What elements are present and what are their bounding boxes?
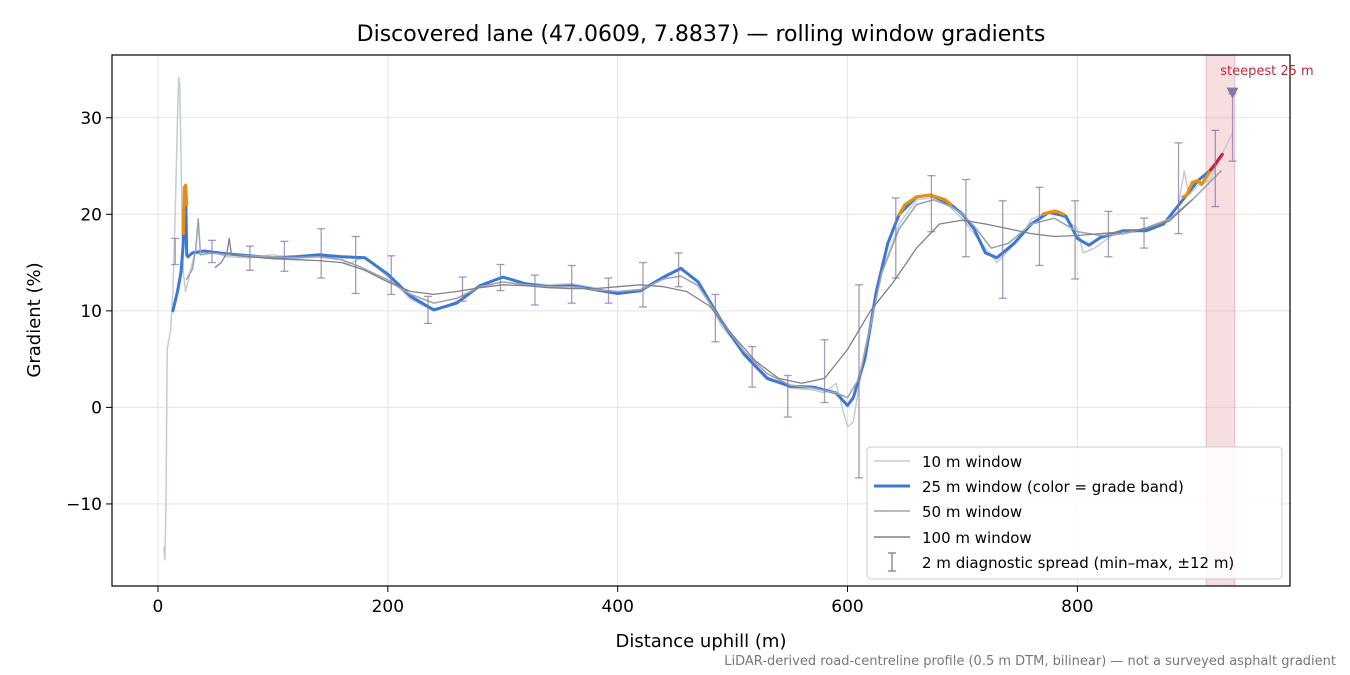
legend-label-10m: 10 m window — [922, 453, 1022, 471]
grade-band-segment-steep — [1041, 209, 1066, 216]
error-bar — [567, 264, 576, 304]
error-bar — [424, 295, 433, 325]
legend-label-50m: 50 m window — [922, 503, 1022, 521]
error-bar — [604, 277, 613, 304]
x-tick-label: 800 — [1061, 597, 1093, 617]
error-bar — [351, 235, 360, 295]
error-bar — [998, 200, 1007, 299]
error-bar — [280, 240, 289, 272]
x-tick-label: 600 — [831, 597, 863, 617]
grid — [112, 55, 1290, 586]
error-bar — [496, 263, 505, 292]
error-bar — [674, 252, 683, 288]
y-tick-label: 20 — [80, 205, 102, 225]
error-bar — [638, 261, 647, 308]
error-bar — [1071, 200, 1080, 280]
x-tick-label: 200 — [372, 597, 404, 617]
error-bar — [1174, 142, 1183, 235]
error-bar — [245, 245, 254, 271]
error-bar — [458, 276, 467, 302]
grade-band-segment-steep — [181, 183, 189, 236]
chart-title: Discovered lane (47.0609, 7.8837) — roll… — [357, 22, 1046, 47]
legend-box — [866, 446, 1283, 580]
error-bar — [855, 284, 864, 479]
axis-ticks: 0 200 400 600 800 −10 0 10 20 30 — [66, 109, 1094, 617]
grade-band-segment-steep — [897, 193, 953, 216]
legend-label-25m: 25 m window (color = grade band) — [922, 478, 1184, 496]
error-bar — [711, 293, 720, 343]
series-line-50m — [185, 170, 1222, 399]
error-bar — [891, 197, 900, 279]
legend-label-errorbar: 2 m diagnostic spread (min–max, ±12 m) — [922, 554, 1234, 572]
error-bars-layer — [171, 92, 1237, 479]
error-bar — [1035, 186, 1044, 267]
plot-area-frame — [111, 54, 1291, 587]
legend: 10 m window 25 m window (color = grade b… — [866, 446, 1283, 580]
x-tick-label: 400 — [601, 597, 633, 617]
error-bar — [207, 239, 216, 264]
error-bar — [171, 237, 180, 266]
error-bar — [1211, 129, 1220, 208]
grade-band-layer — [181, 152, 1224, 236]
legend-label-100m: 100 m window — [922, 529, 1032, 547]
error-bar — [820, 339, 829, 404]
y-tick-label: 30 — [80, 109, 102, 129]
y-axis-label: Gradient (%) — [24, 262, 45, 377]
grade-band-segment-steep — [1181, 168, 1213, 199]
steepest-annotation: steepest 25 m — [1220, 64, 1313, 79]
error-bar — [1140, 217, 1149, 249]
error-bar — [387, 255, 396, 296]
legend-swatch-errorbar — [888, 552, 896, 572]
error-bar — [783, 374, 792, 418]
y-tick-label: 10 — [80, 302, 102, 322]
y-tick-label: 0 — [91, 398, 102, 418]
x-tick-label: 0 — [153, 597, 164, 617]
error-bar — [927, 175, 936, 233]
steepest-marker-layer — [1226, 87, 1239, 99]
series-line-100m — [214, 199, 1193, 384]
error-bar — [530, 274, 539, 306]
error-bar — [1104, 210, 1113, 258]
series-line-25m — [171, 152, 1224, 407]
footnote: LiDAR-derived road-centreline profile (0… — [724, 654, 1336, 669]
x-axis-label: Distance uphill (m) — [616, 631, 787, 652]
error-bar — [317, 228, 326, 279]
y-tick-label: −10 — [66, 495, 102, 515]
error-bar — [961, 178, 970, 258]
steepest-marker-triangle — [1226, 87, 1239, 99]
error-bar — [748, 345, 757, 388]
